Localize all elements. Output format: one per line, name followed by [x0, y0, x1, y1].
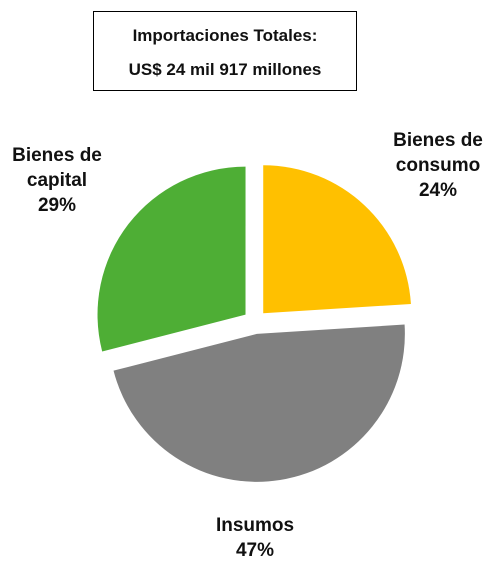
slice-label: Bienes de capital 29% — [2, 143, 112, 218]
slice-label: Bienes de consumo 24% — [378, 128, 498, 203]
pie-slice — [113, 324, 405, 482]
value-label: 47% — [235, 540, 275, 561]
pie-slice — [263, 165, 411, 314]
category-label: Bienes de capital — [12, 145, 102, 191]
chart-subtitle: US$ 24 mil 917 millones — [128, 60, 322, 79]
value-label: 29% — [37, 195, 77, 216]
category-label: Insumos — [215, 515, 295, 536]
category-label: Bienes de consumo — [393, 130, 483, 176]
value-label: 24% — [418, 180, 458, 201]
chart-title: Importaciones Totales: — [132, 26, 318, 45]
slice-label: Insumos 47% — [180, 513, 330, 563]
title-box: Importaciones Totales: US$ 24 mil 917 mi… — [93, 11, 357, 91]
pie-slice — [97, 166, 246, 352]
